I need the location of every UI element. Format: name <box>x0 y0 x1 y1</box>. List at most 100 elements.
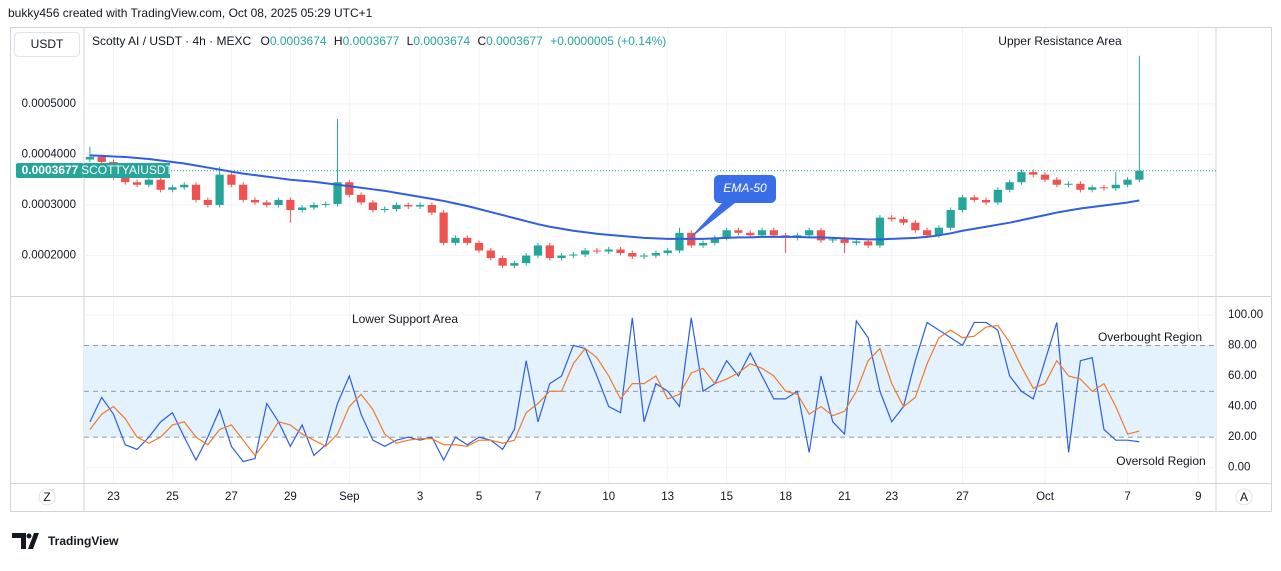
legend-key: H <box>334 34 343 48</box>
candle-body <box>569 254 578 256</box>
candle-body <box>1064 183 1073 185</box>
candle-body <box>805 230 814 236</box>
candle-body <box>345 182 354 195</box>
x-tick-label: 7 <box>535 491 541 503</box>
x-tick-label: 9 <box>1195 491 1201 503</box>
logo-icon <box>12 533 39 549</box>
candle-body <box>250 199 260 203</box>
x-tick-label: Oct <box>1036 491 1055 503</box>
legend-value: 0.0003677 <box>343 34 400 48</box>
scale-button[interactable] <box>1235 488 1253 506</box>
candle-body <box>392 204 401 210</box>
candle-body <box>864 241 873 246</box>
x-tick-label: 21 <box>838 491 851 503</box>
candle-body <box>934 227 944 236</box>
candle-body <box>463 237 472 243</box>
x-tick-label: 27 <box>225 491 238 503</box>
candle-body <box>604 249 613 252</box>
annotation: Upper Resistance Area <box>998 34 1122 48</box>
candle-body <box>981 199 991 203</box>
scale-button-label[interactable]: A <box>1240 490 1248 504</box>
candle-body <box>710 237 719 243</box>
candle-body <box>899 219 908 223</box>
x-tick-label: 3 <box>417 491 423 503</box>
x-tick-label: 29 <box>284 491 297 503</box>
candle-body <box>875 217 885 246</box>
candle-body <box>191 184 201 200</box>
candle-body <box>1005 182 1014 190</box>
y-tick-label: 20.00 <box>1228 431 1257 443</box>
legend: Scotty AI / USDT · 4h · MEXC O0.0003674 … <box>92 34 666 48</box>
legend-value: 0.0003674 <box>413 34 470 48</box>
candle-body <box>1123 179 1132 185</box>
x-tick-label: 23 <box>885 491 898 503</box>
candle-body <box>698 242 708 246</box>
annotation: Overbought Region <box>1098 330 1202 344</box>
candle-body <box>970 197 979 200</box>
candle-body <box>132 182 142 185</box>
candle-body <box>286 199 295 211</box>
scale-button-label[interactable]: Z <box>43 490 50 504</box>
candle-body <box>368 202 378 211</box>
candle-body <box>946 210 955 228</box>
frame <box>10 27 1272 512</box>
candle-body <box>887 217 896 220</box>
annotation: Oversold Region <box>1116 454 1205 468</box>
y-tick-label: 100.00 <box>1228 309 1263 321</box>
y-tick-label: 0.0003000 <box>22 199 76 211</box>
candle-body <box>498 258 507 266</box>
candle-body <box>227 174 236 185</box>
marks <box>84 55 1216 463</box>
candle-body <box>734 230 743 233</box>
y-tick-label: 80.00 <box>1228 339 1257 351</box>
candle-body <box>1029 172 1038 175</box>
x-tick-label: Sep <box>339 491 359 503</box>
currency-button[interactable] <box>14 32 80 57</box>
candle-body <box>97 156 106 162</box>
candle-body <box>486 250 495 259</box>
candle-body <box>215 174 224 205</box>
candle-body <box>168 187 177 190</box>
y-tick-label: 60.00 <box>1228 370 1257 382</box>
candle-body <box>616 249 625 254</box>
price-tag-text: 0.0003677 <box>22 163 79 177</box>
candle-body <box>1135 170 1144 180</box>
legend-key: O <box>261 34 270 48</box>
candle-body <box>958 197 967 211</box>
currency[interactable]: USDT <box>31 37 64 51</box>
candle-body <box>840 239 849 243</box>
candle-body <box>922 230 932 236</box>
candle-body <box>757 230 767 236</box>
price-tag <box>16 163 84 178</box>
legend-key: L <box>407 34 414 48</box>
candle-body <box>911 222 920 231</box>
candle-body <box>180 184 189 188</box>
candle-body <box>262 202 271 205</box>
candle-body <box>321 203 330 205</box>
series-line <box>89 324 1140 457</box>
candle-body <box>592 250 602 252</box>
candle-body <box>651 253 661 256</box>
candle-body <box>333 182 342 204</box>
scale-button[interactable] <box>38 488 56 506</box>
y-tick-label: 0.0004000 <box>22 148 76 160</box>
x-tick-label: 5 <box>476 491 482 503</box>
candle-body <box>639 255 649 257</box>
candle-body <box>722 230 731 238</box>
candle-body <box>356 194 366 203</box>
candle-body <box>298 207 307 211</box>
x-tick-label: 23 <box>107 491 120 503</box>
series-line <box>89 317 1140 463</box>
symbol-tag-text: SCOTTYAIUSDT <box>81 163 173 177</box>
candle-body <box>510 263 519 266</box>
y-tick-label: 40.00 <box>1228 401 1257 413</box>
candle-body <box>380 209 389 211</box>
candle-body <box>415 204 425 207</box>
candle-body <box>1040 174 1050 180</box>
candle-body <box>993 189 1002 203</box>
callout <box>688 175 776 240</box>
logo: TradingView <box>48 534 119 548</box>
x-tick-label: 7 <box>1124 491 1130 503</box>
